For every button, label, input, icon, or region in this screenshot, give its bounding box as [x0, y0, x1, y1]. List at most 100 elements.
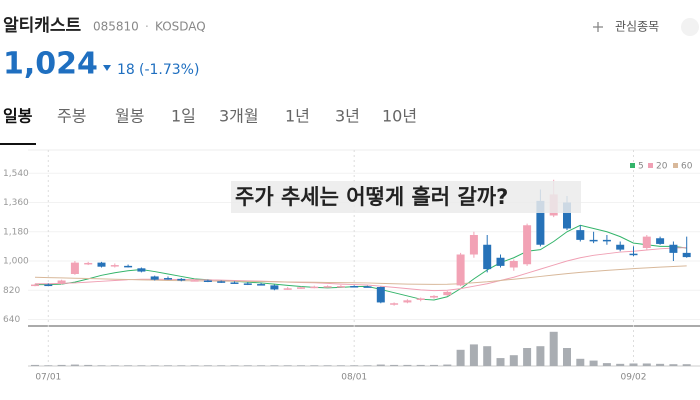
candle-body	[469, 235, 478, 255]
candle-body	[323, 286, 332, 288]
candle-body	[509, 261, 518, 268]
candle-body	[164, 278, 172, 280]
volume-bar	[496, 358, 505, 366]
volume-bar	[350, 365, 359, 366]
volume-bar	[642, 363, 651, 366]
volume-bar	[323, 365, 332, 366]
candle-body	[217, 281, 226, 283]
volume-bar	[124, 365, 133, 366]
volume-bar	[390, 364, 399, 366]
y-tick-label: 1,540	[3, 169, 29, 179]
candle-body	[589, 239, 598, 242]
candle-body	[443, 291, 452, 296]
change-pct: (-1.73%)	[139, 62, 199, 78]
tab[interactable]: 1년	[285, 107, 310, 126]
moving-average	[35, 247, 687, 292]
volume-bar	[469, 344, 478, 366]
candle-body	[297, 287, 305, 289]
separator: ·	[145, 20, 149, 34]
volume-bar	[297, 365, 305, 366]
legend-label: 60	[681, 162, 693, 172]
volume-bar	[376, 364, 385, 366]
volume-bar	[602, 363, 611, 366]
tabs: 일봉 주봉 월봉 1일 3개월 1년 3년 10년	[0, 107, 417, 145]
y-tick-label: 1,000	[3, 257, 29, 267]
candle-body	[310, 286, 319, 289]
stock-code: 085810	[93, 20, 139, 34]
candle-body	[682, 252, 691, 258]
volume-bar	[31, 364, 39, 366]
volume-bar	[563, 348, 571, 366]
candle-body	[257, 284, 266, 286]
candle-body	[97, 262, 106, 267]
candle-body	[642, 236, 651, 248]
candle-body	[137, 268, 146, 272]
volume-bar	[57, 364, 66, 366]
volume-bar	[576, 358, 585, 366]
down-arrow	[103, 65, 111, 71]
annotation: 주가 추세는 어떻게 흘러 갈까?	[235, 185, 508, 209]
volume-bar	[84, 364, 93, 366]
candle-body	[203, 280, 212, 282]
moving-average	[35, 224, 687, 301]
volume-bar	[137, 365, 146, 366]
volume-bar	[589, 360, 598, 366]
volume-bar	[456, 349, 465, 366]
candle-body	[563, 202, 571, 229]
volume-bar	[443, 364, 452, 366]
volume-bar	[536, 346, 545, 366]
candle-body	[456, 254, 465, 286]
candle-body	[350, 286, 359, 288]
candle-body	[656, 238, 665, 244]
candle-body	[57, 280, 66, 284]
candle-body	[31, 284, 39, 287]
volume-bar	[430, 364, 438, 366]
tab[interactable]: 3개월	[219, 107, 259, 126]
volume-bar	[336, 365, 345, 366]
candle-body	[336, 286, 345, 288]
candle-body	[110, 265, 119, 267]
candle-body	[536, 200, 545, 245]
volume-bar	[509, 355, 518, 366]
tab[interactable]: 주봉	[57, 107, 86, 126]
tab[interactable]: 월봉	[115, 107, 144, 126]
volume-bar	[682, 364, 691, 366]
candle-body	[270, 285, 279, 290]
volume-bar	[270, 365, 279, 366]
y-tick-label: 820	[3, 286, 20, 296]
tab[interactable]: 일봉	[3, 107, 33, 126]
y-tick-label: 640	[3, 315, 20, 325]
annotation-bg	[231, 181, 581, 213]
legend-swatch	[673, 163, 678, 168]
tab[interactable]: 3년	[335, 107, 360, 126]
candle-body	[403, 300, 412, 303]
legend-label: 20	[656, 162, 668, 172]
legend-swatch	[648, 163, 653, 168]
volume-bar	[283, 365, 292, 366]
volume-bar	[363, 365, 372, 366]
candle-body	[576, 230, 585, 240]
candle-body	[230, 282, 239, 284]
tab-underline	[0, 143, 36, 145]
tab[interactable]: 10년	[382, 107, 417, 126]
volume-bar	[44, 365, 53, 366]
watch-button[interactable]: 관심종목	[593, 20, 659, 34]
icon[interactable]	[681, 18, 699, 36]
tab[interactable]: 1일	[171, 107, 196, 126]
candle-body	[523, 225, 532, 265]
watch-label[interactable]: 관심종목	[615, 20, 659, 34]
candle-body	[390, 303, 399, 305]
stock-name: 알티캐스트	[3, 16, 82, 36]
volume-bar	[669, 364, 678, 366]
volume-bar	[243, 365, 252, 366]
change: 18	[117, 62, 135, 78]
legend-swatch	[630, 163, 635, 168]
volume-bar	[523, 348, 532, 366]
candle-body	[283, 288, 292, 290]
volume-bar	[70, 364, 79, 366]
volume-bar	[629, 363, 638, 366]
y-tick-label: 1,360	[3, 198, 29, 208]
candle-body	[190, 280, 199, 282]
volume-bar	[190, 365, 199, 366]
candle-body	[243, 283, 252, 285]
